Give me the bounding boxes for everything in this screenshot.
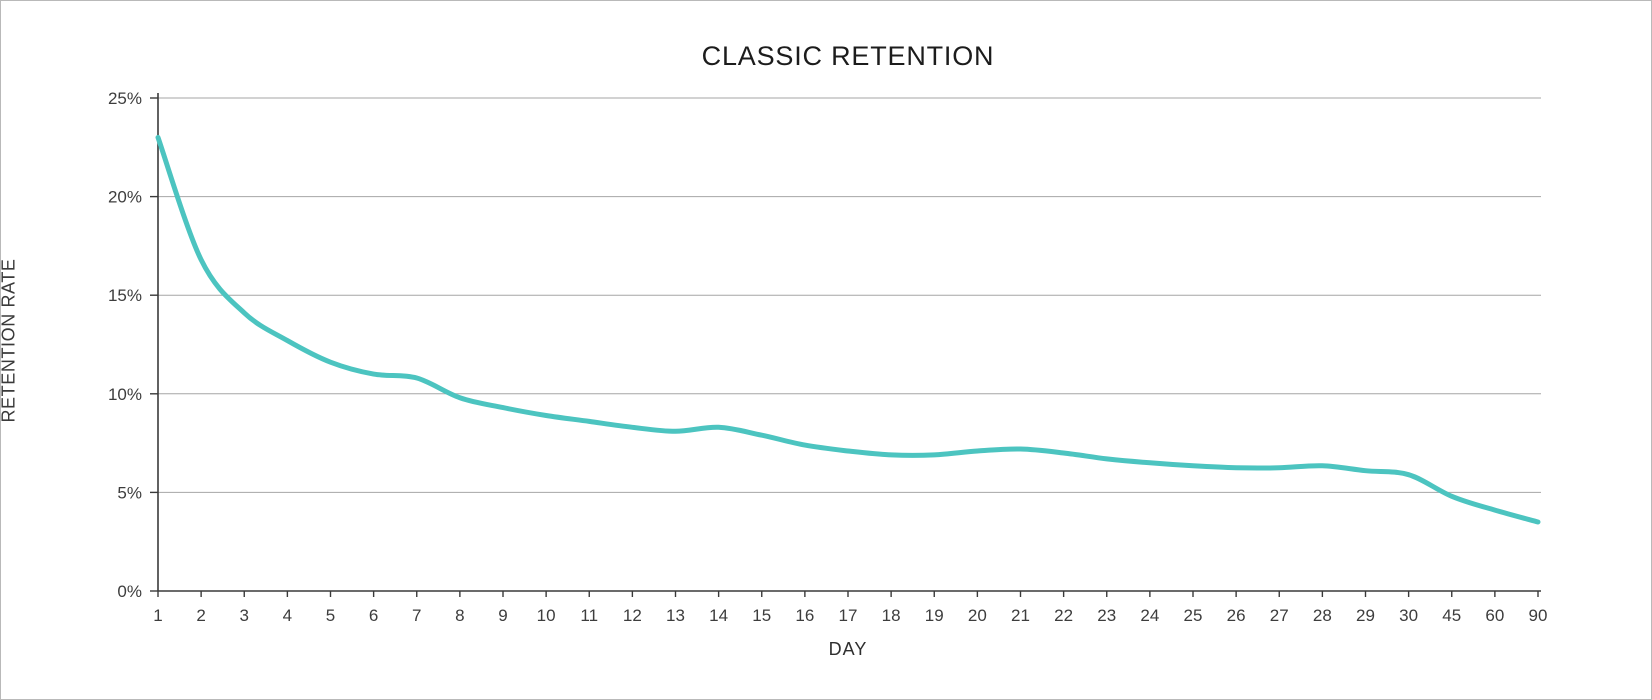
y-tick-label: 15% bbox=[108, 286, 142, 305]
x-tick-label: 60 bbox=[1485, 606, 1504, 625]
x-tick-label: 2 bbox=[196, 606, 205, 625]
x-tick-label: 22 bbox=[1054, 606, 1073, 625]
x-axis-title: DAY bbox=[828, 639, 868, 659]
x-tick-label: 5 bbox=[326, 606, 335, 625]
x-tick-label: 25 bbox=[1184, 606, 1203, 625]
x-tick-label: 6 bbox=[369, 606, 378, 625]
x-tick-label: 90 bbox=[1529, 606, 1548, 625]
x-tick-label: 27 bbox=[1270, 606, 1289, 625]
x-tick-label: 8 bbox=[455, 606, 464, 625]
y-tick-label: 5% bbox=[117, 483, 142, 502]
x-tick-label: 13 bbox=[666, 606, 685, 625]
x-tick-label: 9 bbox=[498, 606, 507, 625]
x-tick-label: 12 bbox=[623, 606, 642, 625]
x-tick-label: 26 bbox=[1227, 606, 1246, 625]
series-line-classic-retention bbox=[155, 134, 1541, 525]
x-tick-label: 18 bbox=[882, 606, 901, 625]
x-tick-label: 24 bbox=[1140, 606, 1159, 625]
x-tick-label: 45 bbox=[1442, 606, 1461, 625]
x-tick-label: 20 bbox=[968, 606, 987, 625]
x-tick-label: 28 bbox=[1313, 606, 1332, 625]
x-tick-label: 1 bbox=[153, 606, 162, 625]
x-tick-label: 4 bbox=[283, 606, 292, 625]
y-tick-label: 25% bbox=[108, 89, 142, 108]
x-tick-label: 3 bbox=[240, 606, 249, 625]
x-tick-label: 16 bbox=[795, 606, 814, 625]
x-tick-label: 23 bbox=[1097, 606, 1116, 625]
x-tick-label: 14 bbox=[709, 606, 728, 625]
x-tick-label: 11 bbox=[580, 606, 598, 625]
x-tick-label: 7 bbox=[412, 606, 421, 625]
y-tick-label: 0% bbox=[117, 582, 142, 601]
x-tick-label: 30 bbox=[1399, 606, 1418, 625]
chart-title: CLASSIC RETENTION bbox=[701, 41, 995, 71]
x-tick-label: 10 bbox=[537, 606, 556, 625]
x-tick-label: 29 bbox=[1356, 606, 1375, 625]
y-tick-label: 10% bbox=[108, 385, 142, 404]
x-tick-label: 15 bbox=[752, 606, 771, 625]
x-tick-label: 21 bbox=[1011, 606, 1030, 625]
x-tick-label: 17 bbox=[839, 606, 858, 625]
y-tick-label: 20% bbox=[108, 188, 142, 207]
x-tick-label: 19 bbox=[925, 606, 944, 625]
